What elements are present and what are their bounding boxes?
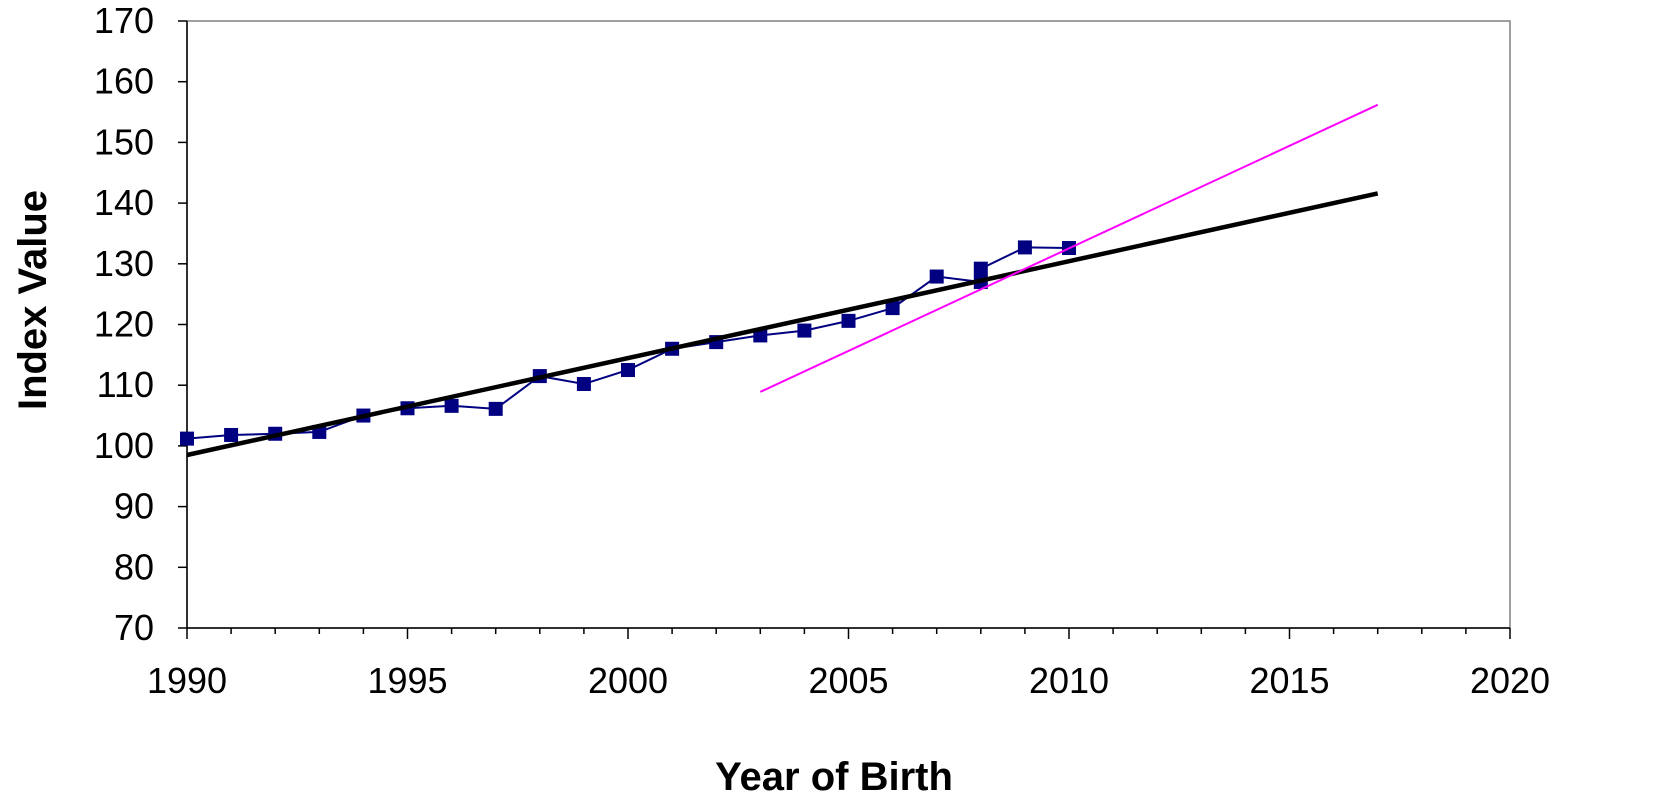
data-point-marker <box>621 363 635 378</box>
data-point-marker <box>797 323 812 338</box>
x-axis-title: Year of Birth <box>715 755 953 798</box>
data-point-marker <box>885 301 900 316</box>
data-point-marker <box>488 401 503 416</box>
data-series-line <box>186 246 1070 440</box>
y-tick-label: 100 <box>94 425 154 466</box>
x-tick-label: 2020 <box>1470 660 1550 701</box>
y-tick-label: 70 <box>114 607 154 648</box>
trendline-2 <box>759 103 1379 393</box>
x-tick-label: 2000 <box>588 660 668 701</box>
y-tick-label: 80 <box>114 546 154 587</box>
y-tick-label: 160 <box>94 61 154 102</box>
data-point-marker <box>576 376 591 391</box>
y-tick-label: 110 <box>97 364 154 405</box>
data-point-marker <box>444 398 459 413</box>
data-point-marker <box>973 261 988 276</box>
series-group <box>180 103 1379 458</box>
y-tick-label: 90 <box>114 486 154 527</box>
data-point-marker <box>1017 240 1032 255</box>
y-axis-title: Index Value <box>11 190 55 410</box>
data-point-marker <box>929 269 944 284</box>
x-tick-label: 2005 <box>808 660 888 701</box>
axis-ticks-group <box>178 20 1511 639</box>
x-tick-label: 2015 <box>1249 660 1329 701</box>
data-point-marker <box>180 431 194 446</box>
y-tick-label: 130 <box>94 243 154 284</box>
data-point-marker <box>841 313 856 328</box>
data-point-marker <box>224 427 239 442</box>
x-tick-label: 2010 <box>1029 660 1109 701</box>
y-tick-label: 150 <box>94 121 154 162</box>
trendline-1 <box>186 191 1379 458</box>
y-tick-label: 140 <box>94 182 154 223</box>
y-tick-label: 170 <box>94 0 154 41</box>
x-tick-label: 1995 <box>367 660 447 701</box>
tick-labels-group: 70 80 90 100 110 120 130 140 150 160 170 1990 1995 20… <box>94 0 1550 701</box>
x-tick-label: 1990 <box>147 660 227 701</box>
y-tick-label: 120 <box>94 304 154 345</box>
